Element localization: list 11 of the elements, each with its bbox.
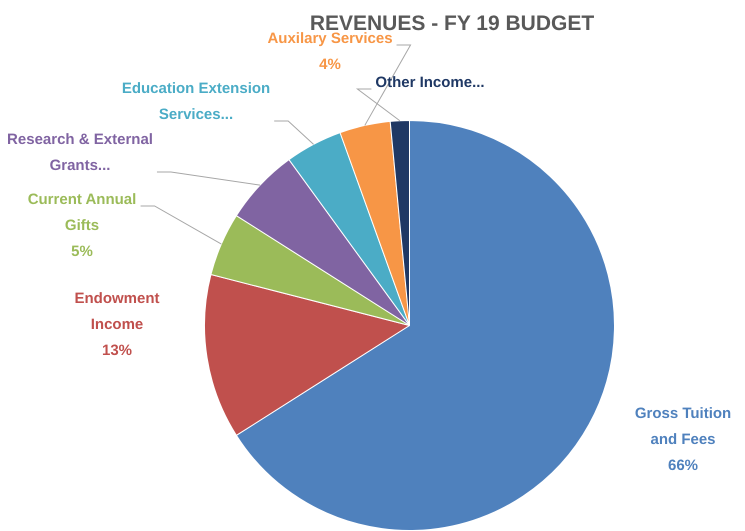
data-label: 66% [668,457,698,474]
slice-label: Endowment Income [74,290,160,334]
slice-label: Other Income... [375,74,485,92]
data-label: 13% [102,342,132,360]
data-label: 4% [319,56,341,74]
slice-label: Auxilary Services [267,30,393,48]
data-label: 5% [71,243,93,260]
slice-label: Research & External Grants... [7,131,153,174]
slice-label: Gross Tuition and Fees [634,405,732,448]
slice-label: Current Annual Gifts [28,191,136,234]
slice-label: Education Extension Services... [122,80,270,124]
